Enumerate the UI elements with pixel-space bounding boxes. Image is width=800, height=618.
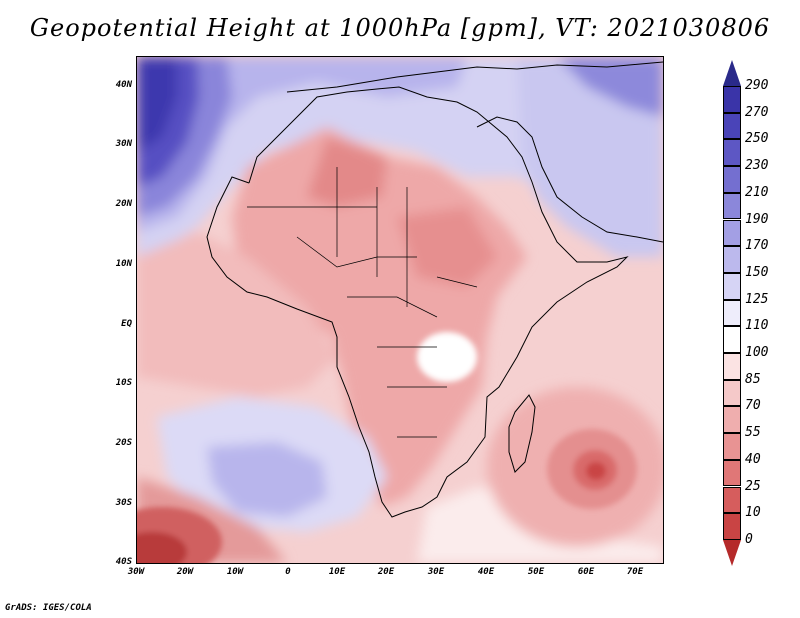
colorbar-label: 125 xyxy=(745,291,769,307)
colorbar-band xyxy=(723,86,741,113)
lon-label: 20W xyxy=(176,567,194,577)
southwest-low-core xyxy=(137,532,187,563)
map-panel xyxy=(136,56,664,564)
colorbar-band xyxy=(723,192,741,220)
colorbar-label: 70 xyxy=(745,398,761,414)
lon-label: 40E xyxy=(477,567,495,577)
colorbar-band xyxy=(723,486,741,514)
lon-label: 60E xyxy=(577,567,595,577)
colorbar-label: 10 xyxy=(745,505,761,521)
footer-credit: GrADS: IGES/COLA xyxy=(5,603,92,613)
madagascar-coastline xyxy=(508,394,536,473)
colorbar-label: 250 xyxy=(745,131,769,147)
colorbar-label: 55 xyxy=(745,425,761,441)
country-borders xyxy=(247,167,478,438)
chart-title: Geopotential Height at 1000hPa [gpm], VT… xyxy=(29,14,771,42)
atlantic-high-field-3 xyxy=(137,57,177,152)
lat-label: 10S xyxy=(115,378,132,388)
colorbar-label: 0 xyxy=(745,531,753,547)
colorbar-label: 270 xyxy=(745,104,769,120)
colorbar-band xyxy=(723,459,741,487)
colorbar-label: 25 xyxy=(745,478,761,494)
colorbar-label: 190 xyxy=(745,211,769,227)
lon-label: 30E xyxy=(427,567,445,577)
asia-high-field xyxy=(557,57,663,117)
lon-label: 10W xyxy=(226,567,244,577)
colorbar-band xyxy=(723,272,741,300)
colorbar-label: 85 xyxy=(745,371,761,387)
colorbar-top-triangle xyxy=(723,60,741,86)
colorbar-band xyxy=(723,219,741,247)
colorbar-band xyxy=(723,513,741,540)
northeast-high-field xyxy=(517,57,663,257)
colorbar-label: 150 xyxy=(745,264,769,280)
contour-field xyxy=(137,57,663,563)
colorbar-band xyxy=(723,433,741,460)
colorbar-label: 210 xyxy=(745,184,769,200)
lat-label: EQ xyxy=(121,319,132,329)
lon-label: 50E xyxy=(527,567,545,577)
lon-label: 10E xyxy=(328,567,346,577)
lat-label: 10N xyxy=(115,259,132,269)
africa-coastline xyxy=(206,86,629,518)
east-africa-low-field xyxy=(397,207,497,287)
mascarene-low-core xyxy=(586,462,606,480)
colorbar-band xyxy=(723,246,741,273)
lon-label: 70E xyxy=(626,567,644,577)
colorbar-label: 170 xyxy=(745,238,769,254)
colorbar-band xyxy=(723,406,741,434)
europe-coastline xyxy=(286,61,663,93)
lat-label: 20S xyxy=(115,438,132,448)
tropical-atlantic-field xyxy=(137,232,337,397)
lat-label: 40N xyxy=(115,80,132,90)
lon-label: 0 xyxy=(285,567,291,577)
colorbar-label: 290 xyxy=(745,78,769,93)
colorbar-band xyxy=(723,353,741,380)
colorbar-bottom-triangle xyxy=(723,539,741,566)
lat-label: 30S xyxy=(115,498,132,508)
colorbar-label: 100 xyxy=(745,345,769,360)
arabia-coastline xyxy=(476,116,663,243)
colorbar-band xyxy=(723,379,741,407)
colorbar-band xyxy=(723,139,741,167)
lat-label: 30N xyxy=(115,139,132,149)
lon-label: 20E xyxy=(377,567,395,577)
coastlines xyxy=(206,61,663,518)
east-africa-white-patch xyxy=(417,332,477,382)
lon-label: 30W xyxy=(127,567,145,577)
colorbar-label: 110 xyxy=(745,318,769,334)
colorbar-band xyxy=(723,326,741,353)
colorbar-band xyxy=(723,299,741,327)
colorbar-label: 40 xyxy=(745,451,761,467)
colorbar-band xyxy=(723,112,741,140)
sahara-low-field xyxy=(307,137,387,207)
colorbar-label: 230 xyxy=(745,158,769,174)
lat-label: 40S xyxy=(115,557,132,567)
south-atlantic-high-core xyxy=(207,442,327,517)
lat-label: 20N xyxy=(115,199,132,209)
colorbar-band xyxy=(723,166,741,193)
